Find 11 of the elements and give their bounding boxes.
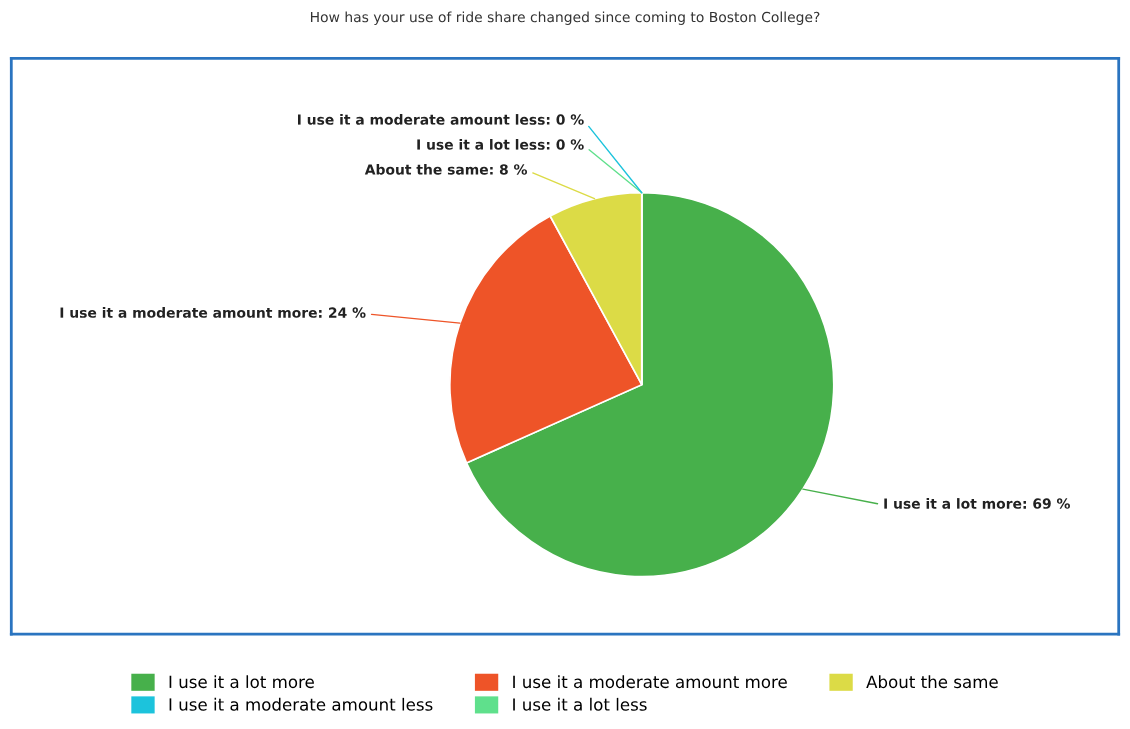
data-label: I use it a lot more: 69 % (884, 498, 1070, 509)
data-label: About the same: 8 % (364, 163, 528, 175)
legend-label: I use it a moderate amount less (169, 697, 433, 711)
text: I use it a moderate amount less: 0 % (297, 114, 584, 125)
chart-title: How has your use of ride share changed since coming to Boston College? (310, 11, 820, 25)
legend-label: I use it a lot more (169, 675, 314, 689)
legend-label: I use it a lot less (513, 697, 647, 711)
legend-label: About the same (866, 675, 998, 689)
legend-label: I use it a moderate amount more (513, 675, 787, 689)
data-label: I use it a moderate amount more: 24 % (60, 307, 366, 318)
text: I use it a lot less: 0 % (417, 139, 584, 150)
